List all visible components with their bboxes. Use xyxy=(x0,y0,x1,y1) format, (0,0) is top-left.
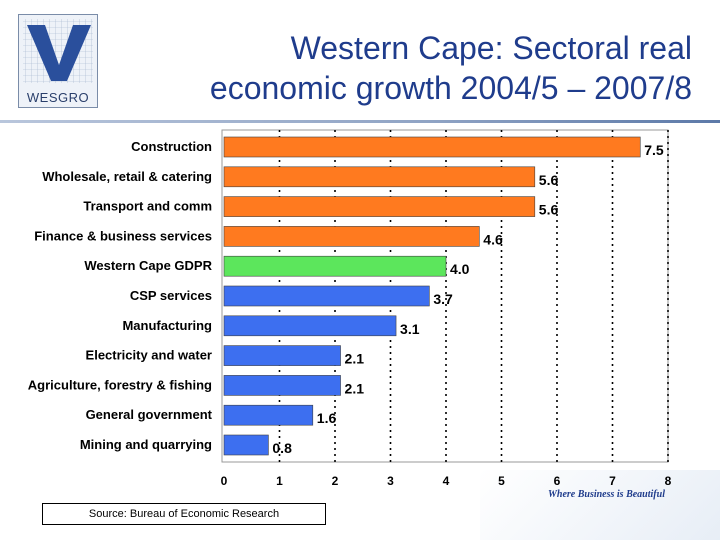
title-divider xyxy=(0,120,720,123)
value-label: 5.6 xyxy=(539,202,559,218)
value-label: 3.1 xyxy=(400,321,420,337)
bar xyxy=(223,375,341,396)
bar xyxy=(223,285,430,307)
logo-mark-icon xyxy=(23,19,93,83)
category-labels: Construction Wholesale, retail & catering… xyxy=(28,139,213,452)
value-label: 2.1 xyxy=(345,351,365,367)
x-tick-label: 6 xyxy=(554,474,561,488)
value-label: 7.5 xyxy=(644,142,664,158)
title-line-1: Western Cape: Sectoral real xyxy=(290,30,692,66)
category-label: CSP services xyxy=(130,288,212,303)
category-label: General government xyxy=(86,407,213,422)
bar xyxy=(223,136,641,158)
value-labels: 7.5 5.6 5.6 4.6 4.0 3.7 3.1 2.1 2.1 1.6 0.8 xyxy=(272,142,664,456)
corner-decoration xyxy=(480,470,720,540)
x-tick-label: 0 xyxy=(221,474,228,488)
category-label: Wholesale, retail & catering xyxy=(42,169,212,184)
title-line-2: economic growth 2004/5 – 2007/8 xyxy=(209,70,692,106)
bar xyxy=(223,404,314,426)
value-label: 2.1 xyxy=(345,380,365,396)
bar xyxy=(223,255,447,277)
bar xyxy=(223,434,269,456)
x-tick-label: 2 xyxy=(332,474,339,488)
x-tick-label: 3 xyxy=(387,474,394,488)
category-label: Agriculture, forestry & fishing xyxy=(28,377,212,392)
x-tick-label: 7 xyxy=(609,474,616,488)
value-label: 0.8 xyxy=(272,440,292,456)
category-label: Electricity and water xyxy=(86,348,212,363)
value-label: 1.6 xyxy=(317,410,337,426)
bar xyxy=(223,315,397,337)
source-note: Source: Bureau of Economic Research xyxy=(42,503,326,525)
category-label: Western Cape GDPR xyxy=(84,258,212,273)
value-label: 3.7 xyxy=(433,291,453,307)
value-label: 5.6 xyxy=(539,172,559,188)
bar xyxy=(223,345,341,366)
category-label: Manufacturing xyxy=(122,318,212,333)
category-label: Mining and quarrying xyxy=(80,437,212,452)
logo-text: WESGRO xyxy=(26,90,90,105)
category-label: Construction xyxy=(131,139,212,154)
bar xyxy=(223,196,536,217)
wesgro-logo: WESGRO xyxy=(18,14,98,108)
category-label: Transport and comm xyxy=(83,199,212,214)
x-tick-label: 1 xyxy=(276,474,283,488)
value-label: 4.0 xyxy=(450,261,470,277)
x-tick-label: 4 xyxy=(443,474,450,488)
bar-chart: Construction Wholesale, retail & catering… xyxy=(28,129,672,488)
bars xyxy=(223,136,641,456)
bar xyxy=(223,226,480,247)
category-label: Finance & business services xyxy=(34,228,212,243)
x-tick-label: 8 xyxy=(665,474,672,488)
x-axis-ticks: 0 1 2 3 4 5 6 7 8 xyxy=(221,474,672,488)
page-title: Western Cape: Sectoral real economic gro… xyxy=(140,28,692,108)
x-tick-label: 5 xyxy=(498,474,505,488)
bar xyxy=(223,166,536,188)
value-label: 4.6 xyxy=(483,231,503,247)
tagline: Where Business is Beautiful xyxy=(548,489,665,500)
